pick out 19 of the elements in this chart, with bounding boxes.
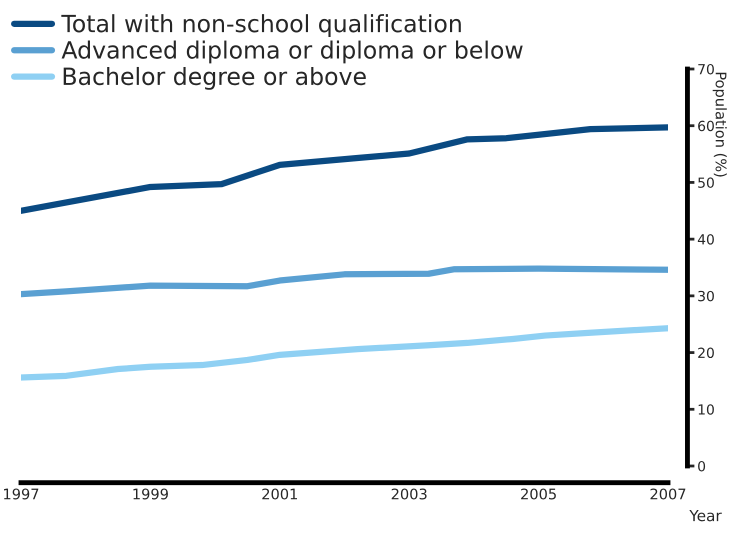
x-tick-label: 2007 [650,488,686,500]
y-axis-title: Population (%) [712,72,727,177]
y-tick-label: 0 [698,460,706,472]
y-tick-label: 30 [698,290,714,302]
x-axis-title: Year [689,510,722,522]
legend-label: Total with non-school qualification [61,14,461,38]
x-tick-label: 2005 [521,488,556,500]
x-tick-label: 2003 [392,488,427,500]
x-tick-label: 1997 [4,488,38,500]
legend-label: Bachelor degree or above [64,66,366,90]
y-tick-label: 40 [698,234,714,245]
y-tick-label: 70 [698,64,714,74]
x-tick-label: 1999 [133,488,168,500]
y-tick-label: 60 [698,120,714,132]
x-tick-label: 2001 [262,488,298,500]
y-tick-label: 50 [698,177,714,188]
y-tick-label: 20 [698,348,714,358]
y-tick-label: 10 [698,404,714,415]
legend-label: Advanced diploma or diploma or below [62,40,523,64]
